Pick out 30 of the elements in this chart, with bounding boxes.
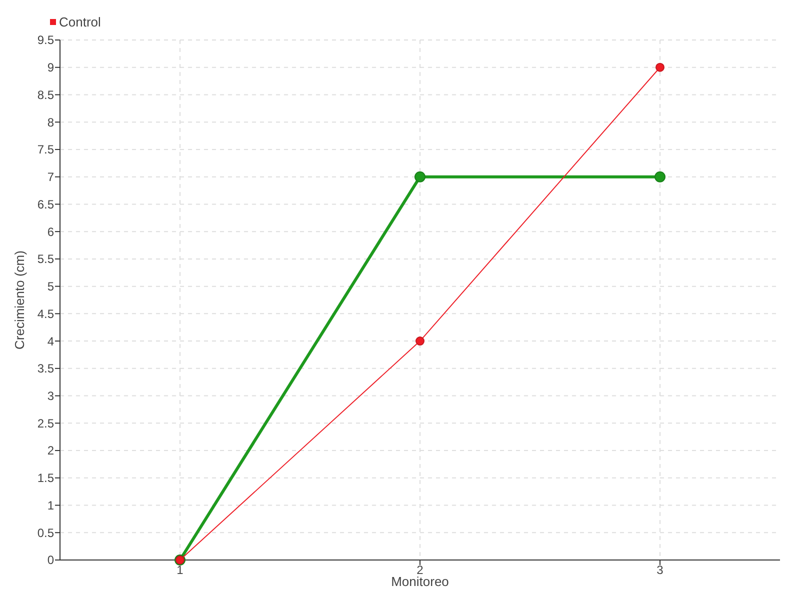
y-tick-label: 2.5	[37, 416, 54, 430]
y-tick-label: 1.5	[37, 471, 54, 486]
point	[656, 62, 664, 72]
y-axis-title: Crecimiento (cm)	[12, 250, 27, 350]
y-tick-label: 2	[47, 444, 54, 458]
x-tick-label: 1	[176, 563, 184, 577]
y-tick-label: 7.5	[37, 142, 54, 157]
y-tick-label: 5	[47, 280, 54, 294]
y-tick-label: 0.5	[37, 526, 54, 540]
point	[416, 336, 424, 346]
y-tick-label: 6	[47, 224, 54, 239]
x-axis-title: Monitoreo	[391, 574, 449, 589]
legend-label: Control	[59, 14, 102, 30]
y-tick-label: 3	[47, 388, 54, 403]
y-tick-label: 1	[47, 498, 54, 512]
y-tick-label: 6.5	[37, 197, 54, 212]
y-tick-label: 9	[47, 60, 54, 75]
y-tick-label: 8.5	[37, 88, 54, 102]
point	[654, 171, 666, 182]
y-tick-label: 5.5	[37, 252, 54, 266]
point	[414, 171, 426, 182]
y-tick-label: 9.5	[37, 33, 54, 48]
y-tick-label: 4.5	[37, 306, 54, 321]
y-tick-label: 4	[47, 334, 54, 348]
y-tick-label: 8	[47, 115, 54, 130]
y-tick-label: 7	[47, 170, 54, 184]
x-tick-label: 2	[416, 563, 424, 577]
y-tick-label: 3.5	[37, 362, 54, 376]
x-tick-label: 3	[656, 563, 664, 577]
y-tick-label: 0	[47, 553, 54, 568]
